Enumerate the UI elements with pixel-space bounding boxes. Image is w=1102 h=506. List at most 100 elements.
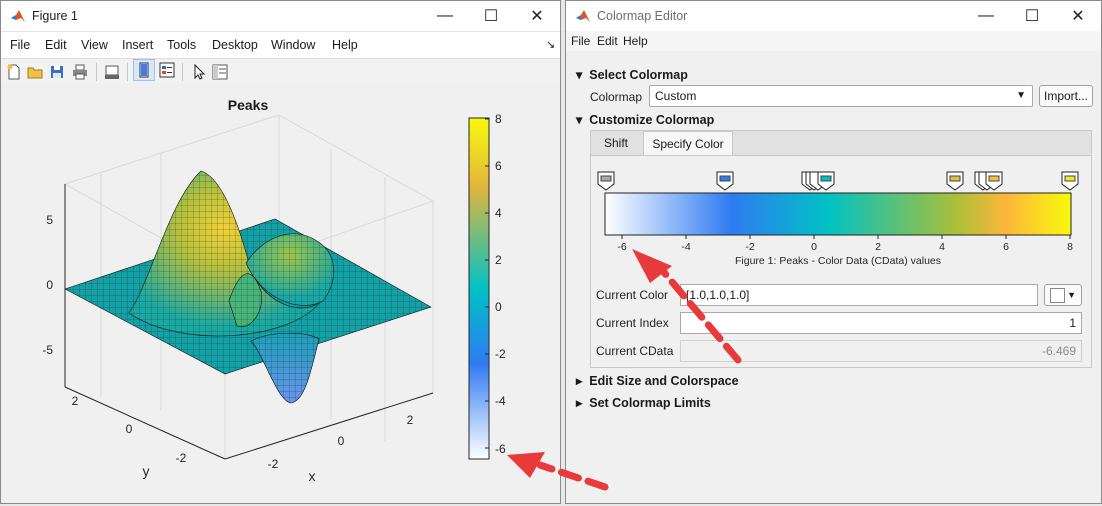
editor-title: Colormap Editor: [597, 9, 688, 23]
toolbar-separator: [182, 63, 183, 81]
scale-caption: Figure 1: Peaks - Color Data (CData) val…: [735, 255, 941, 267]
menu-edit[interactable]: Edit: [45, 38, 67, 52]
menu-tools[interactable]: Tools: [167, 38, 197, 52]
undock-arrow-icon[interactable]: ↘: [546, 39, 556, 51]
new-figure-icon[interactable]: [5, 63, 23, 81]
y-tick-label: 0: [126, 422, 133, 436]
print-icon[interactable]: [71, 63, 89, 81]
tab-shift[interactable]: Shift: [603, 136, 628, 150]
current-color-label: Current Color: [596, 288, 669, 302]
scale-tick-label: 8: [1067, 241, 1073, 253]
property-inspector-icon[interactable]: [211, 63, 229, 81]
current-color-field[interactable]: [1.0,1.0,1.0]: [680, 284, 1038, 306]
x-axis-label: x: [309, 468, 316, 484]
minimize-button[interactable]: —: [437, 7, 453, 24]
menu-view[interactable]: View: [81, 38, 108, 52]
select-colormap-section[interactable]: ▾ Select Colormap: [576, 68, 688, 82]
y-tick-label: -2: [176, 451, 187, 465]
colorbar-tick-label: 4: [495, 206, 502, 220]
editor-titlebar: Colormap Editor — ☐ ✕: [566, 1, 1101, 32]
menu-help[interactable]: Help: [623, 34, 648, 48]
colorbar-tick-label: -6: [495, 442, 506, 456]
current-cdata-field: -6.469: [680, 340, 1082, 362]
legend-icon[interactable]: [158, 61, 176, 79]
menu-insert[interactable]: Insert: [122, 38, 154, 52]
maximize-button[interactable]: ☐: [483, 8, 499, 25]
figure-titlebar: Figure 1 — ☐ ✕: [1, 1, 560, 32]
color-node-marker[interactable]: [716, 171, 734, 191]
figure-title: Figure 1: [32, 9, 78, 23]
toolbar-separator: [127, 63, 128, 81]
colorbar[interactable]: [468, 117, 490, 460]
close-button[interactable]: ✕: [530, 8, 544, 25]
color-node-marker[interactable]: [974, 171, 1003, 191]
colormap-editor-window: Colormap Editor — ☐ ✕ File Edit Help ▾ S…: [565, 0, 1102, 504]
plot-area: Peaks 5 0 -5 2 0 -2 y -2 0 2 x 8 6: [1, 84, 560, 503]
current-index-field[interactable]: 1: [680, 312, 1082, 334]
chevron-down-icon: ▼: [1016, 90, 1026, 101]
scale-tick-label: -2: [745, 241, 754, 253]
minimize-button[interactable]: —: [978, 7, 994, 24]
color-node-marker[interactable]: [946, 171, 964, 191]
colormap-dropdown[interactable]: Custom ▼: [649, 85, 1033, 107]
z-tick-label: 0: [46, 278, 53, 292]
menu-window[interactable]: Window: [271, 38, 316, 52]
colormap-strip[interactable]: -6 -4 -2 0 2 4 6 8 Figure 1: Peaks - Col…: [596, 167, 1096, 267]
toolbar-separator: [96, 63, 97, 81]
color-node-marker[interactable]: [1061, 171, 1079, 191]
colorbar-tick-label: 0: [495, 300, 502, 314]
color-swatch: [1050, 288, 1065, 303]
edit-size-colorspace-section[interactable]: ▸ Edit Size and Colorspace: [576, 374, 739, 388]
colorbar-tick-label: 6: [495, 159, 502, 173]
x-tick-label: 0: [338, 434, 345, 448]
current-cdata-label: Current CData: [596, 344, 674, 358]
menu-help[interactable]: Help: [332, 38, 358, 52]
editor-menubar: File Edit Help: [566, 31, 1101, 51]
x-tick-label: 2: [407, 413, 414, 427]
section-title: Edit Size and Colorspace: [589, 374, 739, 388]
tab-specify-color[interactable]: Specify Color: [643, 131, 733, 155]
color-node-marker[interactable]: [801, 171, 835, 191]
x-tick-label: -2: [268, 457, 279, 471]
menu-edit[interactable]: Edit: [597, 34, 618, 48]
z-tick-label: -5: [42, 343, 53, 357]
z-tick-label: 5: [46, 213, 53, 227]
colormap-value: Custom: [655, 89, 697, 103]
figure-window: Figure 1 — ☐ ✕ File Edit View Insert Too…: [0, 0, 561, 504]
section-title: Customize Colormap: [589, 113, 715, 127]
current-index-label: Current Index: [596, 316, 669, 330]
section-title: Set Colormap Limits: [589, 396, 711, 410]
color-picker-button[interactable]: ▼: [1044, 284, 1082, 306]
peaks-surface-chart[interactable]: Peaks 5 0 -5 2 0 -2 y -2 0 2 x 8 6: [1, 84, 560, 503]
link-plot-icon[interactable]: [103, 63, 121, 81]
menu-desktop[interactable]: Desktop: [212, 38, 258, 52]
customize-colormap-section[interactable]: ▾ Customize Colormap: [576, 113, 715, 127]
colormap-gradient-bar[interactable]: [604, 192, 1072, 236]
colorbar-icon[interactable]: [135, 61, 153, 79]
colorbar-tick-label: -2: [495, 347, 506, 361]
colorbar-tick-label: -4: [495, 394, 506, 408]
figure-menubar: File Edit View Insert Tools Desktop Wind…: [1, 32, 560, 59]
matlab-logo-icon: [576, 10, 590, 22]
close-button[interactable]: ✕: [1071, 8, 1085, 25]
save-icon[interactable]: [48, 63, 66, 81]
colormap-label: Colormap: [590, 90, 643, 104]
edit-plot-cursor-icon[interactable]: [190, 63, 208, 81]
menu-file[interactable]: File: [571, 34, 591, 48]
maximize-button[interactable]: ☐: [1024, 8, 1040, 25]
chart-title: Peaks: [228, 97, 269, 113]
y-axis-label: y: [143, 463, 150, 479]
color-node-marker[interactable]: [597, 171, 615, 191]
y-tick-label: 2: [72, 394, 79, 408]
scale-tick-label: 2: [875, 241, 881, 253]
set-colormap-limits-section[interactable]: ▸ Set Colormap Limits: [576, 396, 711, 410]
scale-tick-label: 4: [939, 241, 945, 253]
axes-frame: [64, 184, 434, 460]
scale-tick-label: -4: [681, 241, 690, 253]
figure-toolbar: [1, 59, 560, 86]
colorbar-tick-label: 8: [495, 112, 502, 126]
scale-tick-label: 6: [1003, 241, 1009, 253]
import-button[interactable]: Import...: [1039, 85, 1093, 107]
open-file-icon[interactable]: [26, 63, 44, 81]
menu-file[interactable]: File: [10, 38, 31, 52]
